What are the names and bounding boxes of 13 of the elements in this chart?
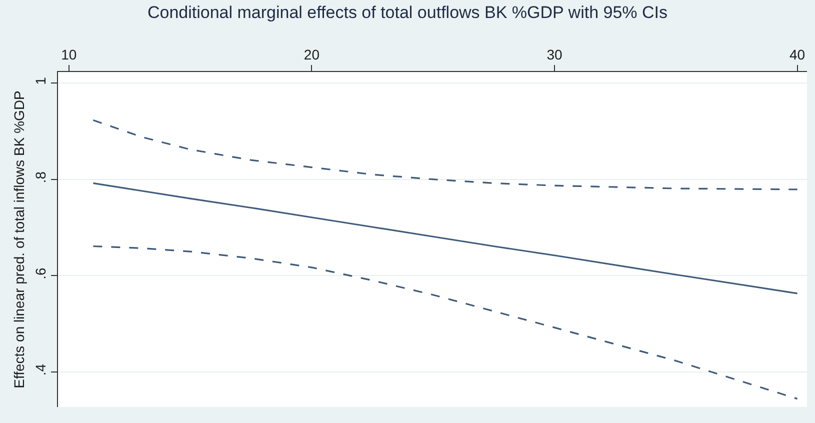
y-tick-label: .4 (32, 364, 48, 376)
line-series (92, 119, 798, 190)
y-tick-label: 1 (32, 76, 48, 85)
chart-title: Conditional marginal effects of total outflows BK %GDP with 95% CIs (147, 3, 668, 22)
y-tick-label: .8 (32, 171, 48, 184)
line-series (92, 245, 798, 400)
y-axis-title: Effects on linear pred. of total inflows BK %GDP (11, 90, 27, 388)
x-tick-label: 10 (61, 46, 77, 62)
x-tick-label: 30 (546, 46, 562, 62)
line-series (92, 182, 798, 294)
y-tick-label: .6 (32, 267, 48, 280)
x-tick-label: 40 (790, 46, 806, 62)
x-tick-label: 20 (304, 46, 320, 62)
